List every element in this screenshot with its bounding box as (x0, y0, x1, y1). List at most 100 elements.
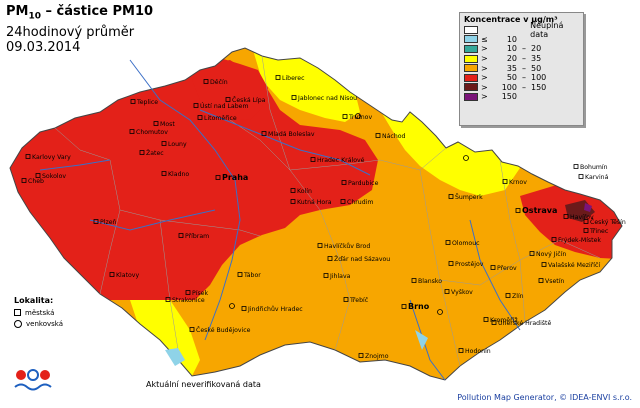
station-marker (401, 304, 407, 309)
station-marker (483, 317, 489, 322)
station-marker (341, 180, 347, 185)
station-marker (189, 327, 195, 332)
station-marker (129, 129, 135, 134)
station-marker (25, 154, 31, 159)
city-label: Jablonec nad Nisou (297, 95, 357, 102)
station-marker (261, 131, 267, 136)
legend-row: >50–100 (460, 73, 583, 83)
city-label: Chomutov (136, 129, 168, 136)
rural-station-marker (355, 113, 361, 119)
locality-rural-label: venkovská (26, 319, 63, 328)
city-label: Třinec (589, 227, 609, 235)
city-label: Havířov (570, 213, 594, 221)
legend-dash: – (522, 82, 526, 92)
city-label: Česká Lípa (232, 95, 266, 104)
legend-row: >150 (460, 92, 583, 102)
station-marker (444, 289, 450, 294)
city-label: Kroměříž (490, 316, 518, 324)
city-label: Bohumín (580, 163, 608, 171)
credit-line[interactable]: Pollution Map Generator, © IDEA-ENVI s.r… (457, 393, 632, 402)
city-label: Brno (408, 302, 430, 311)
legend-op: > (481, 44, 488, 54)
legend-swatch (464, 44, 478, 53)
legend-title: Koncentrace v µg/m³ (464, 15, 558, 24)
legend-op: > (481, 92, 488, 102)
station-marker (215, 175, 221, 180)
station-marker (275, 75, 281, 80)
legend-row: >10–20 (460, 44, 583, 54)
station-marker (573, 164, 579, 169)
station-marker (538, 278, 544, 283)
city-label: Hodonín (465, 347, 491, 355)
zone-50-100-north (192, 58, 268, 120)
station-marker (165, 297, 171, 302)
city-label: Frýdek-Místek (558, 236, 601, 244)
locality-legend: Lokalita: městská venkovská (14, 296, 63, 329)
city-label: Chrudim (347, 199, 373, 206)
title-particles: – částice PM10 (41, 4, 154, 19)
legend-num2: 50 (531, 63, 542, 73)
city-label: Jihlava (329, 273, 351, 280)
city-label: Kladno (168, 171, 189, 178)
city-label: Karlovy Vary (32, 154, 71, 161)
concentration-legend: Koncentrace v µg/m³ Neúplná data ≤10 >10–2… (459, 12, 584, 126)
zone-20-35-north (250, 48, 360, 122)
city-label: Jindřichův Hradec (247, 305, 303, 313)
station-marker (237, 272, 243, 277)
station-marker (343, 297, 349, 302)
rural-station-marker (229, 303, 235, 309)
station-marker (93, 219, 99, 224)
station-marker (491, 320, 497, 325)
legend-num: 10 (506, 34, 517, 44)
city-label: Hradec Králové (317, 156, 365, 164)
station-marker (225, 97, 231, 102)
city-label: Pardubice (348, 180, 379, 187)
city-label: Ostrava (522, 206, 557, 215)
station-marker (342, 114, 348, 119)
locality-heading: Lokalita: (14, 296, 54, 305)
city-label: Karviná (585, 173, 609, 181)
legend-num: 50 (506, 73, 517, 83)
legend-dash: – (522, 63, 526, 73)
city-label: Valašské Meziříčí (548, 261, 600, 269)
legend-swatch (464, 25, 478, 34)
city-label: Uherské Hradiště (498, 319, 551, 327)
station-marker (317, 243, 323, 248)
city-label: Liberec (282, 75, 305, 82)
title-pm-subscript: 10 (28, 11, 41, 22)
city-label: Žďár nad Sázavou (334, 254, 390, 263)
city-label: Vyškov (451, 288, 473, 296)
legend-op: > (481, 63, 488, 73)
unverified-data-note: Aktuální neverifikovaná data (142, 379, 265, 390)
station-marker (21, 178, 27, 183)
city-label: Kolín (297, 187, 312, 195)
city-label: Litoměřice (204, 114, 237, 122)
city-label: Blansko (418, 278, 442, 285)
station-marker (109, 272, 115, 277)
map-title: PM10 – částice PM10 24hodinový průměr 09… (6, 4, 153, 55)
station-marker (375, 133, 381, 138)
station-marker (340, 199, 346, 204)
city-label: Náchod (382, 132, 406, 140)
title-pm: PM (6, 4, 29, 19)
city-label: Trutnov (348, 114, 372, 121)
legend-num2: Neúplná data (530, 20, 564, 39)
legend-row: ≤10 (460, 35, 583, 45)
station-marker (161, 141, 167, 146)
station-marker (358, 353, 364, 358)
station-marker (505, 293, 511, 298)
legend-swatch (464, 35, 478, 44)
station-marker (541, 262, 547, 267)
station-marker (490, 265, 496, 270)
zone-over-150 (584, 203, 592, 212)
rural-station-marker (463, 155, 469, 161)
city-label: Strakonice (172, 297, 205, 304)
city-label: Mladá Boleslav (268, 130, 315, 138)
city-label: České Budějovice (196, 325, 251, 334)
legend-dash: – (522, 44, 526, 54)
station-marker (203, 79, 209, 84)
station-marker (578, 174, 584, 179)
city-label: Žatec (146, 148, 164, 157)
city-label: Teplice (136, 99, 158, 106)
legend-num2: 100 (531, 73, 547, 83)
